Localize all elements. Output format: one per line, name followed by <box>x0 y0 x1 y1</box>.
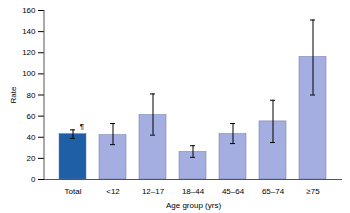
svg-text:20: 20 <box>27 154 36 163</box>
svg-text:40: 40 <box>27 133 36 142</box>
svg-text:18–44: 18–44 <box>182 187 205 196</box>
svg-text:0: 0 <box>31 175 36 184</box>
svg-text:160: 160 <box>22 6 36 15</box>
svg-text:≥75: ≥75 <box>306 187 320 196</box>
svg-text:45–64: 45–64 <box>222 187 245 196</box>
svg-text:140: 140 <box>22 27 36 36</box>
svg-text:<12: <12 <box>106 187 120 196</box>
svg-text:65–74: 65–74 <box>262 187 285 196</box>
svg-text:Age group (yrs): Age group (yrs) <box>166 201 221 210</box>
svg-text:12–17: 12–17 <box>142 187 165 196</box>
svg-text:¶: ¶ <box>80 122 84 131</box>
svg-text:100: 100 <box>22 69 36 78</box>
svg-text:60: 60 <box>27 112 36 121</box>
svg-text:120: 120 <box>22 48 36 57</box>
svg-text:Rate: Rate <box>9 86 18 103</box>
svg-text:80: 80 <box>27 91 36 100</box>
svg-text:Total: Total <box>65 187 82 196</box>
